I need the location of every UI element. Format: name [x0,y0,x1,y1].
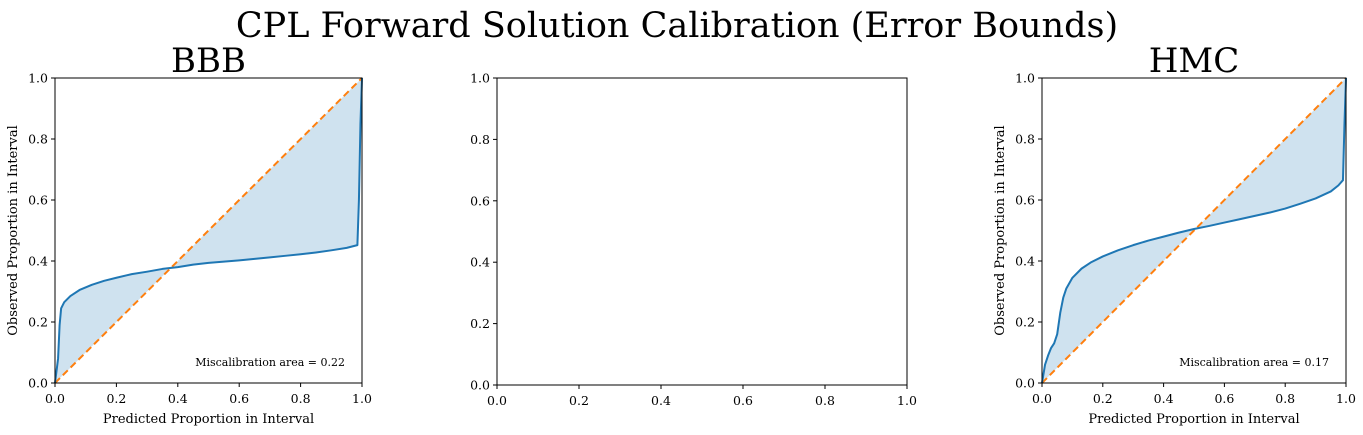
calibration-curve [1041,77,1347,384]
subplot-2: 0.0 0.2 0.4 0.6 0.8 1.0 0.0 0.2 0.4 0.6 0.8 1.0 [470,71,917,409]
y-tick-label: 0.0 [28,376,48,391]
y-tick-label: 0.2 [470,316,490,331]
x-tick-label: 0.2 [106,391,126,406]
x-tick-label: 1.0 [1336,391,1356,406]
x-tick-label: 0.6 [229,391,249,406]
x-tick-label: 0.8 [815,393,835,408]
y-tick-label: 0.6 [28,193,48,208]
y-tick-label: 0.6 [1015,193,1035,208]
y-tick-label: 0.4 [28,254,48,269]
y-tick-label: 0.8 [28,132,48,147]
y-tick-label: 1.0 [28,71,48,86]
x-tick-label: 0.4 [1154,391,1174,406]
y-tick-label: 0.0 [470,378,490,393]
x-tick-label: 0.4 [651,393,671,408]
y-tick-label: 1.0 [470,71,490,86]
axes-frame [1041,77,1347,384]
y-tick-label: 0.6 [470,193,490,208]
miscalibration-annotation: Miscalibration area = 0.17 [1179,356,1329,369]
calibration-curve [54,77,363,384]
x-tick-label: 0.8 [291,391,311,406]
x-tick-label: 0.6 [733,393,753,408]
x-tick-label: 0.6 [1214,391,1234,406]
x-tick-label: 1.0 [897,393,917,408]
y-tick-label: 0.0 [1015,376,1035,391]
y-tick-label: 0.8 [470,132,490,147]
ideal-diagonal-line [54,77,363,384]
subplot-1: 0.0 0.2 0.4 0.6 0.8 1.0 0.0 0.2 0.4 0.6 0.8 1.0 BBB P… [6,41,372,427]
x-tick-label: 0.0 [487,393,507,408]
x-tick-label: 1.0 [352,391,372,406]
subplot-title: HMC [1149,41,1239,81]
x-tick-label: 0.4 [168,391,188,406]
figure-suptitle: CPL Forward Solution Calibration (Error … [236,6,1118,46]
y-axis-label: Observed Proportion in Interval [6,125,21,335]
x-tick-label: 0.2 [569,393,589,408]
x-axis-label: Predicted Proportion in Interval [1088,412,1299,427]
miscalibration-annotation: Miscalibration area = 0.22 [195,356,345,369]
y-tick-label: 0.2 [28,315,48,330]
ideal-diagonal-line [1041,77,1347,384]
axes-frame [496,77,908,386]
y-tick-label: 0.4 [1015,254,1035,269]
x-tick-label: 0.0 [1032,391,1052,406]
subplot-title: BBB [171,41,246,81]
x-axis-label: Predicted Proportion in Interval [103,412,314,427]
subplot-3: 0.0 0.2 0.4 0.6 0.8 1.0 0.0 0.2 0.4 0.6 0.8 1.0 HMC P… [993,41,1356,427]
y-tick-label: 0.4 [470,255,490,270]
y-tick-label: 1.0 [1015,71,1035,86]
y-axis-label: Observed Proportion in Interval [993,125,1008,335]
x-tick-label: 0.0 [45,391,65,406]
y-tick-label: 0.8 [1015,132,1035,147]
axes-frame [54,77,363,384]
y-tick-label: 0.2 [1015,315,1035,330]
subplots: 0.0 0.2 0.4 0.6 0.8 1.0 0.0 0.2 0.4 0.6 0.8 1.0 BBB P… [6,41,1356,427]
x-tick-label: 0.2 [1093,391,1113,406]
x-tick-label: 0.8 [1275,391,1295,406]
